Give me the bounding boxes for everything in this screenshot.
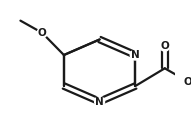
Circle shape [183,77,191,87]
Circle shape [37,28,47,38]
Text: N: N [131,50,140,60]
Text: O: O [160,41,169,51]
Circle shape [160,41,170,51]
Text: O: O [184,77,191,87]
Text: O: O [38,28,47,38]
Circle shape [95,97,105,107]
Text: N: N [95,97,104,107]
Circle shape [130,50,140,60]
